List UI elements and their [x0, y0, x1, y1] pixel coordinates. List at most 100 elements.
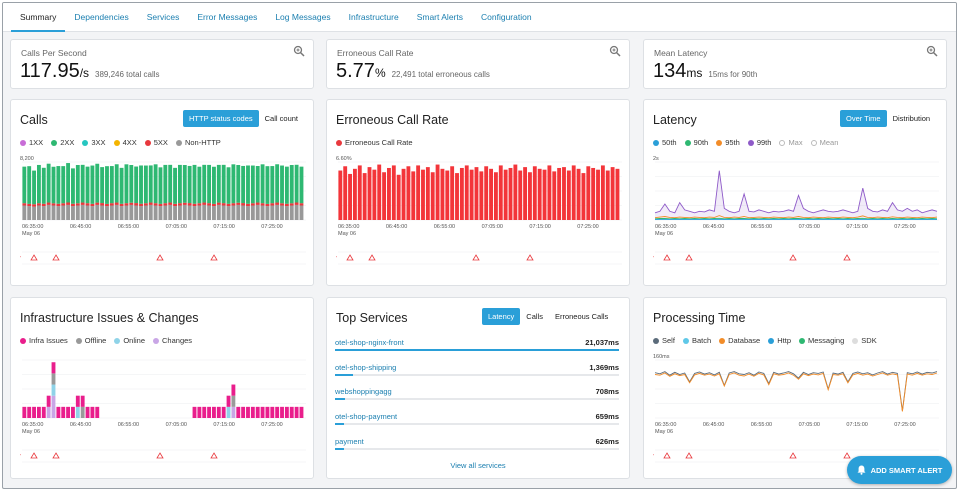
bar-segment[interactable] [36, 205, 41, 221]
bar-segment[interactable] [562, 167, 566, 220]
bar-segment[interactable] [508, 167, 513, 220]
alert-triangle-icon[interactable] [685, 254, 693, 261]
bar-segment[interactable] [46, 204, 51, 220]
legend-item-batch[interactable]: Batch [682, 336, 711, 345]
bar-segment[interactable] [265, 203, 270, 207]
bar-segment[interactable] [207, 203, 212, 206]
bar-segment[interactable] [90, 165, 95, 204]
bar-segment[interactable] [513, 164, 518, 220]
bar-segment[interactable] [22, 406, 27, 418]
bar-segment[interactable] [265, 206, 270, 220]
bar-segment[interactable] [270, 203, 275, 206]
service-link[interactable]: payment [335, 436, 364, 446]
bar-segment[interactable] [177, 205, 182, 221]
bar-segment[interactable] [71, 206, 75, 220]
bar-segment[interactable] [100, 203, 105, 206]
bar-segment[interactable] [255, 406, 260, 418]
bar-segment[interactable] [294, 204, 299, 220]
bar-segment[interactable] [474, 167, 479, 220]
bar-segment[interactable] [241, 406, 246, 418]
bar-segment[interactable] [284, 406, 289, 418]
tab-summary[interactable]: Summary [11, 3, 66, 32]
bar-segment[interactable] [246, 206, 250, 220]
bar-segment[interactable] [85, 203, 90, 206]
bar-segment[interactable] [250, 205, 255, 221]
bar-segment[interactable] [236, 165, 241, 203]
bar-segment[interactable] [129, 165, 134, 203]
bar-segment[interactable] [139, 203, 143, 207]
bar-segment[interactable] [275, 202, 280, 205]
tab-services[interactable]: Services [146, 12, 180, 22]
bar-segment[interactable] [22, 203, 27, 206]
bar-segment[interactable] [163, 164, 168, 204]
bar-segment[interactable] [109, 205, 114, 221]
bar-segment[interactable] [168, 202, 173, 205]
bar-segment[interactable] [498, 165, 503, 220]
bar-segment[interactable] [75, 406, 80, 418]
bar-segment[interactable] [61, 166, 66, 204]
bar-segment[interactable] [367, 167, 372, 220]
bar-segment[interactable] [187, 205, 192, 221]
bar-segment[interactable] [202, 204, 207, 220]
bar-segment[interactable] [212, 203, 216, 207]
bar-segment[interactable] [80, 406, 85, 418]
alert-triangle-icon[interactable] [368, 254, 376, 261]
bar-segment[interactable] [231, 384, 236, 396]
bar-segment[interactable] [75, 203, 80, 206]
bar-segment[interactable] [275, 204, 280, 220]
bar-segment[interactable] [357, 165, 362, 220]
bar-segment[interactable] [299, 205, 304, 221]
bar-segment[interactable] [216, 406, 221, 418]
bar-segment[interactable] [119, 167, 124, 204]
bar-segment[interactable] [56, 406, 61, 418]
bar-segment[interactable] [391, 165, 396, 220]
bar-segment[interactable] [173, 203, 177, 207]
bar-segment[interactable] [124, 205, 129, 221]
bar-segment[interactable] [226, 395, 231, 407]
bar-segment[interactable] [109, 166, 114, 204]
series-line[interactable] [654, 215, 938, 219]
bar-segment[interactable] [114, 202, 119, 205]
bar-segment[interactable] [143, 203, 148, 206]
bar-segment[interactable] [182, 165, 187, 203]
bar-segment[interactable] [56, 203, 61, 207]
tab-log-messages[interactable]: Log Messages [275, 12, 331, 22]
bar-segment[interactable] [56, 166, 61, 204]
bar-segment[interactable] [61, 205, 66, 221]
legend-item-sdk[interactable]: SDK [852, 336, 877, 345]
bar-segment[interactable] [46, 202, 51, 205]
bar-segment[interactable] [109, 203, 114, 206]
add-smart-alert-button[interactable]: ADD SMART ALERT [847, 456, 952, 484]
legend-item-messaging[interactable]: Messaging [799, 336, 844, 345]
bar-segment[interactable] [294, 164, 299, 203]
bar-segment[interactable] [246, 406, 250, 418]
bar-segment[interactable] [348, 173, 352, 220]
bar-segment[interactable] [493, 172, 498, 220]
bar-segment[interactable] [571, 165, 576, 220]
bar-segment[interactable] [41, 206, 46, 220]
http-status-codes-button[interactable]: HTTP status codes [183, 110, 259, 127]
bar-segment[interactable] [51, 362, 56, 374]
bar-segment[interactable] [260, 203, 265, 206]
bar-segment[interactable] [338, 170, 343, 220]
bar-segment[interactable] [459, 167, 464, 220]
bar-segment[interactable] [139, 165, 143, 204]
calls-button[interactable]: Calls [520, 308, 549, 325]
legend-item-1xx[interactable]: 1XX [20, 138, 43, 147]
bar-segment[interactable] [71, 406, 75, 418]
alert-triangle-icon[interactable] [472, 254, 480, 261]
bar-segment[interactable] [173, 167, 177, 204]
bar-segment[interactable] [134, 166, 139, 204]
bar-segment[interactable] [231, 395, 236, 407]
bar-segment[interactable] [197, 203, 202, 206]
bar-segment[interactable] [212, 406, 216, 418]
bar-segment[interactable] [216, 202, 221, 205]
bar-segment[interactable] [66, 163, 71, 203]
bar-segment[interactable] [85, 166, 90, 204]
alert-triangle-icon[interactable] [789, 452, 797, 459]
legend-item-changes[interactable]: Changes [153, 336, 192, 345]
bar-segment[interactable] [226, 203, 231, 207]
bar-segment[interactable] [153, 205, 158, 221]
bar-segment[interactable] [46, 395, 51, 407]
